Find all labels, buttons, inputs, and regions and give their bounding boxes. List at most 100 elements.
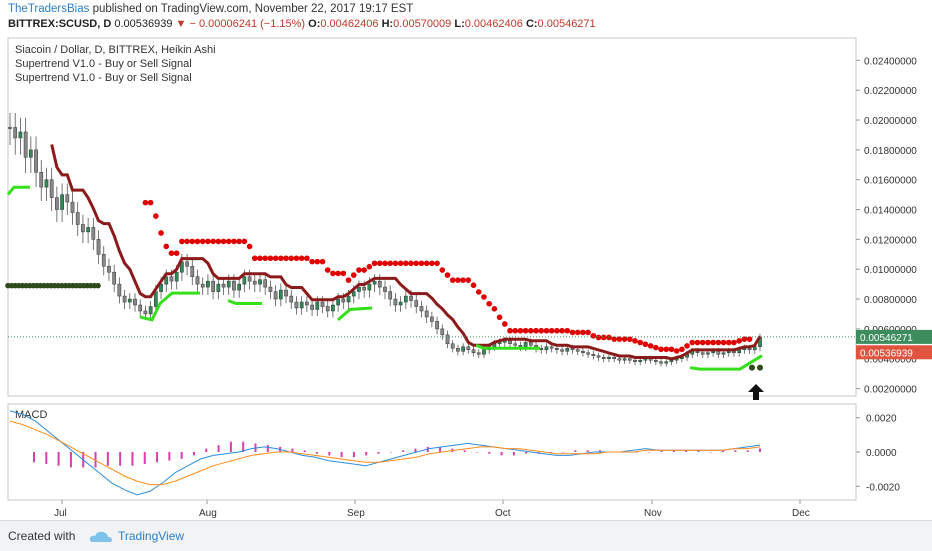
legend-entry: Supertrend V1.0 - Buy or Sell Signal xyxy=(15,72,192,84)
low-label: L: xyxy=(454,18,465,30)
candle xyxy=(664,361,669,364)
candle xyxy=(13,127,18,139)
candle xyxy=(466,346,471,351)
candle xyxy=(357,286,361,292)
candle xyxy=(278,289,283,300)
macd-histogram-bar xyxy=(192,452,195,456)
supertrend-red-dot xyxy=(543,327,550,334)
candle xyxy=(28,149,33,158)
candle xyxy=(711,351,715,353)
macd-histogram-bar xyxy=(488,452,491,454)
candle xyxy=(476,352,481,355)
supertrend-red-dot xyxy=(679,346,685,353)
candle xyxy=(164,276,169,285)
macd-histogram-bar xyxy=(377,452,380,454)
signal-line xyxy=(9,420,761,486)
symbol-header: BITTREX:SCUSD, D 0.00536939 ▼ − 0.000062… xyxy=(8,18,596,30)
price-axis-tick: 0.01400000 xyxy=(864,206,917,217)
supertrend-red-dot xyxy=(684,343,690,349)
supertrend-green-line xyxy=(139,291,200,322)
candle xyxy=(148,306,153,315)
supertrend-red-dot xyxy=(267,255,274,262)
candle xyxy=(346,295,351,303)
macd-histogram-bar xyxy=(229,441,232,452)
supertrend-red-dot xyxy=(251,255,258,262)
macd-histogram-bar xyxy=(316,452,319,454)
price-change: − 0.00006241 (−1.15%) xyxy=(189,18,306,30)
candle xyxy=(377,280,382,288)
candle xyxy=(55,197,59,210)
chart-canvas[interactable]: 0.02400000 0.02200000 0.02000000 0.01800000… xyxy=(0,32,932,520)
supertrend-red-dot xyxy=(397,260,404,267)
candle xyxy=(289,295,294,303)
candle xyxy=(117,283,122,297)
supertrend-red-dot xyxy=(470,282,477,289)
candle xyxy=(247,276,252,282)
candle xyxy=(596,355,601,358)
candle xyxy=(513,343,518,346)
supertrend-red-dot xyxy=(413,260,420,267)
supertrend-red-dot xyxy=(465,277,472,283)
last-close-tag-bg xyxy=(856,329,932,344)
supertrend-darkgreen-dot xyxy=(749,364,755,371)
supertrend-darkgreen-dot xyxy=(95,282,101,289)
supertrend-red-dot xyxy=(262,255,269,262)
price-axis-tick: 0.01200000 xyxy=(864,235,917,246)
supertrend-green-line xyxy=(337,306,373,322)
legend-entry: Siacoin / Dollar, D, BITTREX, Heikin Ash… xyxy=(15,44,216,56)
candle xyxy=(252,280,257,285)
candle xyxy=(242,276,247,285)
supertrend-red-dot xyxy=(658,346,664,353)
macd-histogram-bar xyxy=(672,450,675,452)
macd-histogram-bar xyxy=(205,448,208,452)
candle xyxy=(232,280,236,291)
candle xyxy=(284,289,288,297)
supertrend-red-dot xyxy=(210,238,216,245)
candle xyxy=(273,291,278,300)
high-value: 0.00570009 xyxy=(393,18,452,30)
supertrend-red-dot xyxy=(392,260,399,267)
candle xyxy=(23,131,28,158)
macd-histogram-bar xyxy=(94,452,97,468)
symbol-label: BITTREX:SCUSD, D xyxy=(8,18,112,30)
candle xyxy=(75,212,80,225)
candle xyxy=(237,283,242,291)
candle xyxy=(612,356,617,359)
candle xyxy=(8,127,12,129)
supertrend-red-dot xyxy=(663,346,670,353)
candle xyxy=(44,179,49,188)
supertrend-red-dot xyxy=(616,336,623,342)
supertrend-red-dot xyxy=(746,336,753,342)
candles-group xyxy=(8,112,762,367)
candle xyxy=(638,359,643,362)
macd-histogram-bar xyxy=(303,450,306,452)
candle xyxy=(752,346,757,351)
candle xyxy=(325,306,330,312)
macd-axis-tick: -0.0020 xyxy=(866,482,900,493)
supertrend-red-dot xyxy=(142,199,149,206)
price-axis-tick: 0.01000000 xyxy=(864,265,917,276)
supertrend-red-dot xyxy=(501,321,508,327)
supertrend-green-line xyxy=(6,185,30,196)
macd-axis-tick: 0.0020 xyxy=(866,414,897,425)
macd-histogram-bar xyxy=(168,452,171,461)
supertrend-red-dot xyxy=(725,339,732,346)
supertrend-red-dot xyxy=(444,272,451,278)
supertrend-red-dot xyxy=(278,255,284,262)
candle xyxy=(508,340,512,345)
publish-header: TheTradersBias published on TradingView.… xyxy=(8,3,413,15)
candle xyxy=(747,348,752,351)
tradingview-brand[interactable]: TradingView xyxy=(118,529,185,543)
author-link[interactable]: TheTradersBias xyxy=(8,3,90,15)
candle xyxy=(153,291,158,307)
macd-histogram-bar xyxy=(291,448,294,452)
candle xyxy=(372,280,377,285)
supertrend-red-dot xyxy=(179,238,185,245)
candle xyxy=(633,359,637,362)
candle xyxy=(221,283,226,288)
supertrend-red-dot xyxy=(580,329,586,336)
candle xyxy=(169,276,174,282)
macd-histogram-bar xyxy=(574,450,577,452)
supertrend-red-dot xyxy=(647,343,654,349)
candle xyxy=(341,298,346,303)
